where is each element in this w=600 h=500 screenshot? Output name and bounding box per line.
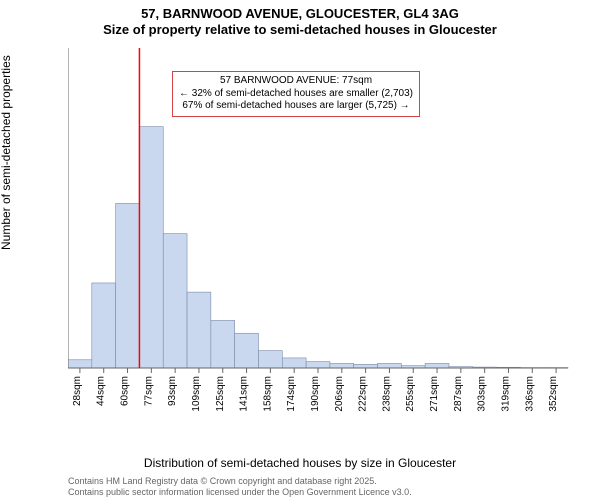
svg-text:336sqm: 336sqm <box>524 376 535 412</box>
svg-text:174sqm: 174sqm <box>286 376 297 412</box>
svg-text:238sqm: 238sqm <box>381 376 392 412</box>
svg-text:141sqm: 141sqm <box>239 376 250 412</box>
svg-text:271sqm: 271sqm <box>429 376 440 412</box>
svg-text:109sqm: 109sqm <box>191 376 202 412</box>
callout-line-2: ← 32% of semi-detached houses are smalle… <box>179 88 413 101</box>
footnote-1: Contains HM Land Registry data © Crown c… <box>68 476 377 486</box>
svg-text:319sqm: 319sqm <box>500 376 511 412</box>
svg-text:206sqm: 206sqm <box>334 376 345 412</box>
svg-text:352sqm: 352sqm <box>548 376 559 412</box>
svg-text:125sqm: 125sqm <box>215 376 226 412</box>
svg-text:93sqm: 93sqm <box>167 376 178 406</box>
highlight-callout: 57 BARNWOOD AVENUE: 77sqm ← 32% of semi-… <box>172 71 420 117</box>
footnote-2: Contains public sector information licen… <box>68 487 412 497</box>
x-axis-label: Distribution of semi-detached houses by … <box>0 456 600 470</box>
svg-text:222sqm: 222sqm <box>358 376 369 412</box>
svg-text:190sqm: 190sqm <box>310 376 321 412</box>
svg-text:44sqm: 44sqm <box>96 376 107 406</box>
svg-text:287sqm: 287sqm <box>453 376 464 412</box>
svg-text:303sqm: 303sqm <box>477 376 488 412</box>
callout-line-3: 67% of semi-detached houses are larger (… <box>179 100 413 113</box>
svg-text:158sqm: 158sqm <box>262 376 273 412</box>
chart-container: 57, BARNWOOD AVENUE, GLOUCESTER, GL4 3AG… <box>0 0 600 500</box>
svg-text:255sqm: 255sqm <box>405 376 416 412</box>
svg-text:60sqm: 60sqm <box>120 376 131 406</box>
title-sub: Size of property relative to semi-detach… <box>0 22 600 37</box>
plot-area: 050010001500200025003000350028sqm44sqm60… <box>68 44 574 412</box>
svg-text:77sqm: 77sqm <box>143 376 154 406</box>
title-main: 57, BARNWOOD AVENUE, GLOUCESTER, GL4 3AG <box>0 6 600 21</box>
y-axis-label: Number of semi-detached properties <box>0 55 13 250</box>
svg-text:28sqm: 28sqm <box>72 376 83 406</box>
callout-line-1: 57 BARNWOOD AVENUE: 77sqm <box>179 75 413 88</box>
